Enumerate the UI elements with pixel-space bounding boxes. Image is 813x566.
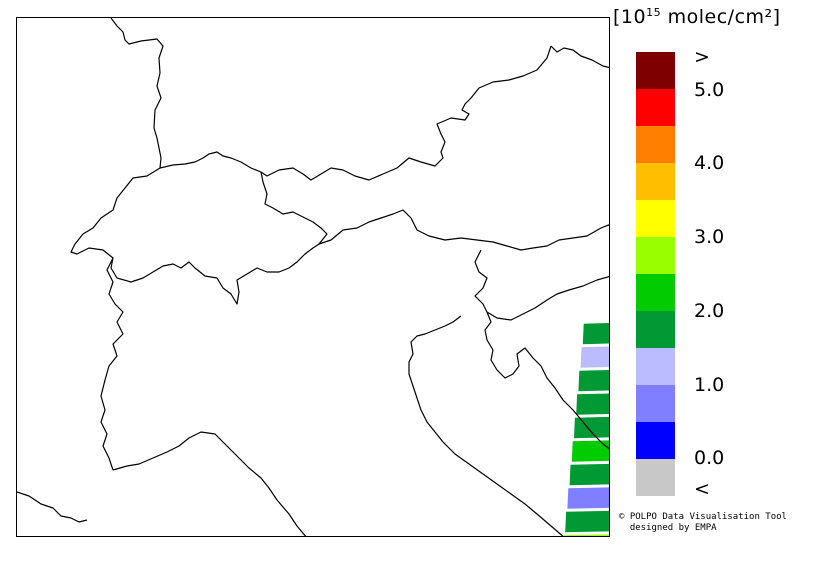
border-germany-austria: [260, 45, 552, 181]
coast-adriatic-italy: [408, 315, 564, 536]
legend-swatch-7: [636, 311, 675, 348]
swath-pixel-2: [576, 368, 609, 393]
border-france-italy: [100, 257, 124, 471]
unit-label: [1015 molec/cm²]: [613, 6, 809, 28]
border-lines: [17, 18, 609, 536]
swath-pixel-1: [579, 344, 609, 370]
map-panel: [16, 17, 610, 537]
satellite-swath: [562, 321, 609, 536]
legend-swatch-0: [636, 52, 675, 89]
legend-label-above: >: [694, 46, 710, 68]
legend-swatch-6: [636, 274, 675, 311]
coast-corsica: [17, 491, 88, 523]
coast-liguria: [112, 431, 307, 536]
swath-pixel-3: [574, 391, 609, 417]
border-slovenia-croatia: [486, 275, 609, 321]
credits-line-2: designed by EMPA: [619, 523, 717, 533]
swath-pixel-4: [572, 415, 609, 440]
legend-swatch-10: [636, 422, 675, 459]
legend-label-below: <: [694, 478, 710, 500]
swath-pixel-5: [570, 438, 609, 464]
legend-label-4: 4.0: [694, 152, 725, 174]
legend-swatch-11: [636, 459, 675, 496]
map-svg: [17, 18, 609, 536]
border-germany-czech: [550, 45, 609, 69]
swath-pixel-0: [581, 321, 609, 346]
swath-pixel-9: [562, 532, 609, 536]
credits-line-1: © POLPO Data Visualisation Tool: [619, 512, 787, 522]
border-switzerland-germany: [159, 151, 262, 173]
legend-label-5: 5.0: [694, 79, 725, 101]
unit-open: [10: [613, 6, 647, 28]
credits: © POLPO Data Visualisation Tool designed…: [619, 512, 787, 534]
unit-exponent: 15: [646, 6, 662, 19]
legend-label-2: 2.0: [694, 300, 725, 322]
legend-label-0: 0.0: [694, 447, 725, 469]
legend-swatch-8: [636, 348, 675, 385]
legend-swatch-4: [636, 200, 675, 237]
legend-swatch-2: [636, 126, 675, 163]
legend-label-3: 3.0: [694, 226, 725, 248]
legend-swatch-3: [636, 163, 675, 200]
border-switzerland: [70, 167, 328, 305]
border-italy-slovenia: [474, 249, 488, 313]
legend-swatch-5: [636, 237, 675, 274]
unit-rest: molec/cm²]: [661, 6, 781, 28]
color-legend: [636, 52, 676, 496]
swath-pixel-6: [568, 462, 609, 487]
legend-swatch-1: [636, 89, 675, 126]
border-france-germany: [110, 18, 164, 169]
swath-pixel-7: [565, 485, 609, 511]
border-austria-italy: [318, 209, 609, 251]
legend-label-1: 1.0: [694, 374, 725, 396]
legend-swatch-9: [636, 385, 675, 422]
swath-pixel-8: [563, 509, 609, 534]
coast-istria-croatia: [484, 311, 609, 450]
